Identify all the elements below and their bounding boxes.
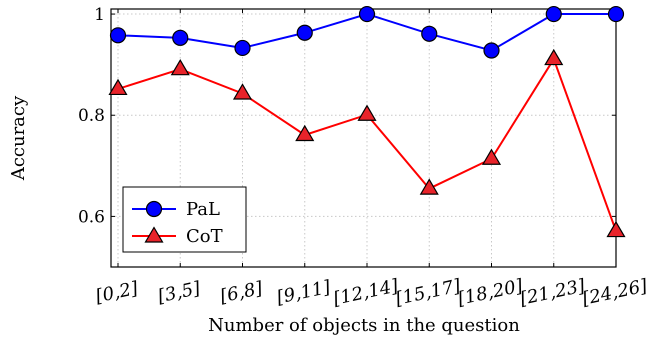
legend-label-cot: CoT [186,226,223,247]
data-point-pal [172,29,189,46]
x-tick-label: [24,26] [581,275,650,309]
legend-entry-cot: CoT [132,226,223,247]
legend-marker-cot [144,226,164,243]
x-tick-label: [6,8] [218,278,265,308]
x-tick-label: [15,17] [394,275,463,309]
data-point-cot [606,220,626,238]
y-tick-label: 1 [94,5,105,25]
x-tick-label: [3,5] [156,278,203,308]
y-axis-ticks: 0.6 0.8 1 [78,5,616,227]
x-tick-label: [18,20] [456,275,525,309]
series-cot [108,48,626,238]
data-point-pal [483,42,500,59]
data-point-pal [296,24,313,41]
legend-marker-pal [145,200,163,218]
data-point-pal [358,5,376,23]
x-tick-label: [9,11] [275,277,333,309]
data-point-pal [607,5,625,23]
data-point-cot [357,104,377,121]
legend-label-pal: PaL [186,199,220,220]
data-point-cot [544,48,564,66]
data-point-pal [421,25,438,42]
series-pal [109,5,625,59]
data-point-pal [109,27,127,44]
data-point-cot [419,178,439,195]
legend-entry-pal: PaL [132,199,220,220]
x-axis-label: Number of objects in the question [208,315,520,336]
data-point-cot [170,59,190,76]
data-point-pal [234,39,251,57]
x-axis-ticks: [0,2] [3,5] [6,8] [9,11] [12,14][15,17][18,2… [94,9,650,310]
legend-box [122,186,247,253]
data-point-cot [295,124,315,142]
data-point-cot [108,78,128,96]
y-tick-label: 0.8 [78,106,105,126]
y-tick-label: 0.6 [78,207,105,227]
data-point-cot [232,83,253,100]
data-point-pal [545,5,562,23]
series-layer [108,5,626,238]
x-tick-label: [21,23] [518,275,587,309]
x-tick-label: [0,2] [94,278,141,308]
y-axis-label: Accuracy [8,95,29,181]
data-point-cot [481,148,502,165]
legend: PaL CoT [122,186,247,253]
x-tick-label: [12,14] [332,275,401,309]
